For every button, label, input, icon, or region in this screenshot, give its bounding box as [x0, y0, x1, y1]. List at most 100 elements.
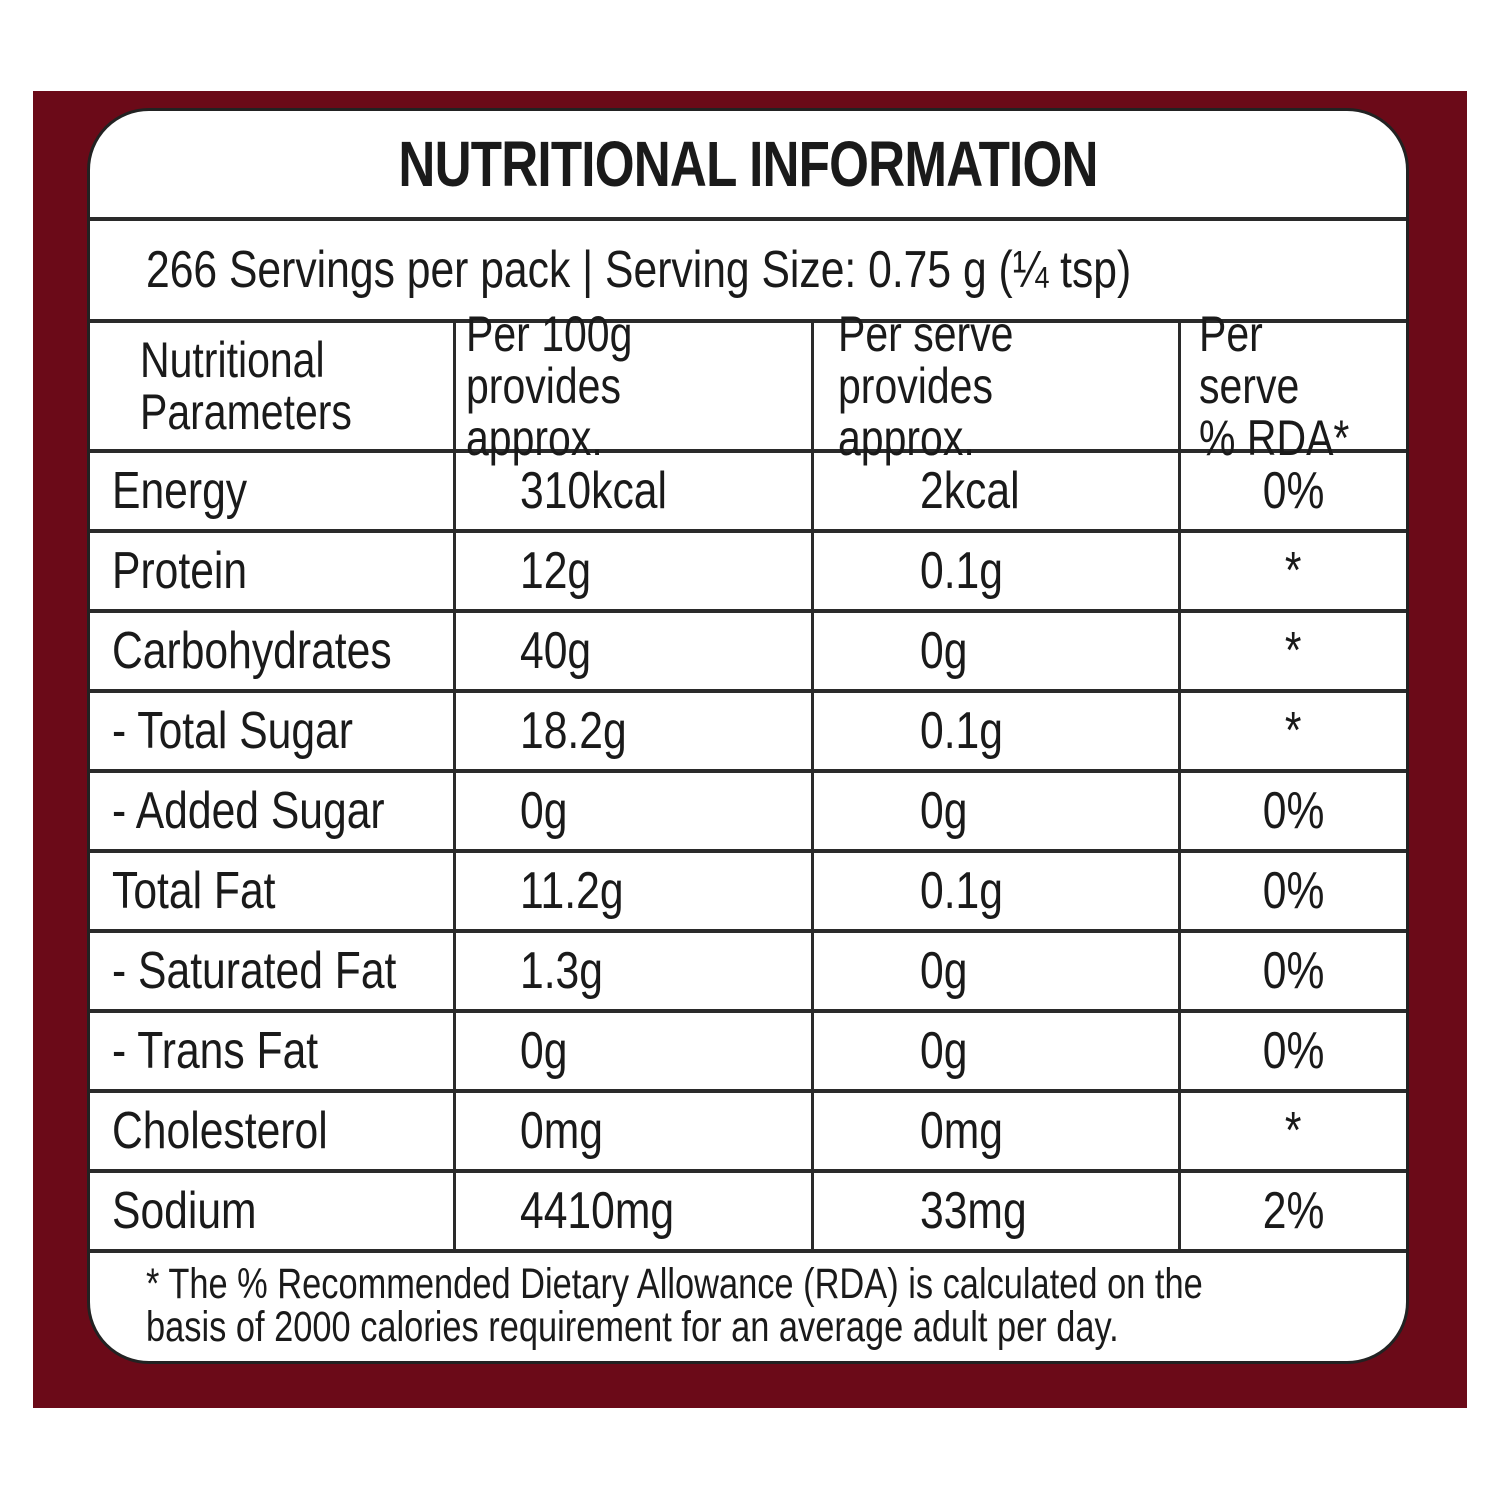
table-cell: 0mg — [814, 1093, 1181, 1173]
column-header-line: Per serve — [838, 306, 1014, 362]
table-cell: 0g — [814, 773, 1181, 853]
footnote-line: * The % Recommended Dietary Allowance (R… — [146, 1260, 1203, 1308]
servings-row: 266 Servings per pack | Serving Size: 0.… — [90, 221, 1406, 323]
cell-value: Energy — [112, 462, 248, 520]
column-header-line: provides approx. — [466, 358, 621, 466]
table-cell: 2% — [1181, 1173, 1406, 1253]
cell-value: 0.1g — [920, 862, 1003, 920]
cell-value: 11.2g — [520, 862, 624, 920]
nutrition-table: Nutritional Parameters Per 100g provides ap… — [90, 308, 1406, 1253]
table-cell: 0% — [1181, 853, 1406, 933]
table-cell: 0g — [456, 773, 814, 853]
column-header-line: provides approx. — [838, 358, 993, 466]
cell-value: Total Fat — [112, 862, 276, 920]
cell-value: 2% — [1262, 1182, 1325, 1240]
table-cell: - Trans Fat — [90, 1013, 456, 1093]
cell-value: 0mg — [520, 1102, 603, 1160]
cell-value: 2kcal — [920, 462, 1020, 520]
table-cell: 0.1g — [814, 533, 1181, 613]
cell-value: 0g — [520, 1022, 568, 1080]
cell-value: Cholesterol — [112, 1102, 328, 1160]
table-cell: 0% — [1181, 933, 1406, 1013]
page-title: NUTRITIONAL INFORMATION — [398, 128, 1098, 200]
cell-value: Carbohydrates — [112, 622, 392, 680]
table-cell: 12g — [456, 533, 814, 613]
cell-value: 0g — [920, 782, 968, 840]
cell-value: 1.3g — [520, 942, 603, 1000]
column-header: Per 100g provides approx. — [456, 308, 814, 464]
cell-value: 18.2g — [520, 702, 627, 760]
table-cell: 0mg — [456, 1093, 814, 1173]
cell-value: Sodium — [112, 1182, 257, 1240]
column-header-line: % RDA* — [1199, 410, 1350, 466]
cell-value: * — [1285, 1102, 1302, 1160]
cell-value: - Trans Fat — [112, 1022, 319, 1080]
table-cell: 0.1g — [814, 693, 1181, 773]
table-cell: Protein — [90, 533, 456, 613]
cell-value: 33mg — [920, 1182, 1027, 1240]
table-cell: 40g — [456, 613, 814, 693]
table-cell: Cholesterol — [90, 1093, 456, 1173]
cell-value: 0% — [1262, 1022, 1325, 1080]
table-cell: 11.2g — [456, 853, 814, 933]
column-header: Nutritional Parameters — [90, 323, 456, 453]
cell-value: - Added Sugar — [112, 782, 385, 840]
cell-value: 12g — [520, 542, 592, 600]
table-cell: Sodium — [90, 1173, 456, 1253]
table-cell: 0.1g — [814, 853, 1181, 933]
cell-value: Protein — [112, 542, 248, 600]
table-cell: 0% — [1181, 1013, 1406, 1093]
table-cell: 18.2g — [456, 693, 814, 773]
table-cell: - Total Sugar — [90, 693, 456, 773]
cell-value: 0% — [1262, 782, 1325, 840]
table-cell: 0% — [1181, 773, 1406, 853]
column-header: Per serve% RDA* — [1181, 308, 1406, 464]
column-header-line: Per serve — [1199, 306, 1300, 414]
cell-value: * — [1285, 702, 1302, 760]
column-header-line: Parameters — [140, 384, 352, 440]
table-cell: * — [1181, 693, 1406, 773]
table-cell: * — [1181, 1093, 1406, 1173]
cell-value: - Total Sugar — [112, 702, 353, 760]
cell-value: * — [1285, 622, 1302, 680]
table-cell: * — [1181, 533, 1406, 613]
label-frame: NUTRITIONAL INFORMATION 266 Servings per… — [33, 91, 1467, 1408]
cell-value: 310kcal — [520, 462, 667, 520]
cell-value: - Saturated Fat — [112, 942, 397, 1000]
cell-value: 0mg — [920, 1102, 1003, 1160]
cell-value: 0g — [920, 622, 968, 680]
table-cell: 0% — [1181, 453, 1406, 533]
table-cell: 4410mg — [456, 1173, 814, 1253]
cell-value: 0% — [1262, 862, 1325, 920]
cell-value: 0% — [1262, 462, 1325, 520]
column-header-line: Per 100g — [466, 306, 633, 362]
cell-value: 4410mg — [520, 1182, 675, 1240]
nutrition-panel: NUTRITIONAL INFORMATION 266 Servings per… — [87, 108, 1409, 1364]
table-cell: 0g — [814, 933, 1181, 1013]
cell-value: 40g — [520, 622, 592, 680]
title-row: NUTRITIONAL INFORMATION — [90, 111, 1406, 221]
cell-value: 0g — [920, 1022, 968, 1080]
table-cell: Carbohydrates — [90, 613, 456, 693]
table-cell: Total Fat — [90, 853, 456, 933]
table-cell: 0g — [814, 1013, 1181, 1093]
footnote-line: basis of 2000 calories requirement for a… — [146, 1303, 1119, 1351]
cell-value: 0.1g — [920, 702, 1003, 760]
footnote: * The % Recommended Dietary Allowance (R… — [90, 1253, 1406, 1349]
column-header-line: Nutritional — [140, 332, 325, 388]
cell-value: 0% — [1262, 942, 1325, 1000]
servings-text: 266 Servings per pack | Serving Size: 0.… — [146, 241, 1132, 299]
cell-value: 0.1g — [920, 542, 1003, 600]
table-cell: 310kcal — [456, 453, 814, 533]
table-cell: * — [1181, 613, 1406, 693]
cell-value: 0g — [920, 942, 968, 1000]
table-cell: 2kcal — [814, 453, 1181, 533]
table-cell: 0g — [456, 1013, 814, 1093]
table-cell: - Added Sugar — [90, 773, 456, 853]
cell-value: * — [1285, 542, 1302, 600]
table-cell: 0g — [814, 613, 1181, 693]
column-header: Per serve provides approx. — [814, 308, 1181, 464]
table-cell: 1.3g — [456, 933, 814, 1013]
table-cell: Energy — [90, 453, 456, 533]
table-cell: - Saturated Fat — [90, 933, 456, 1013]
